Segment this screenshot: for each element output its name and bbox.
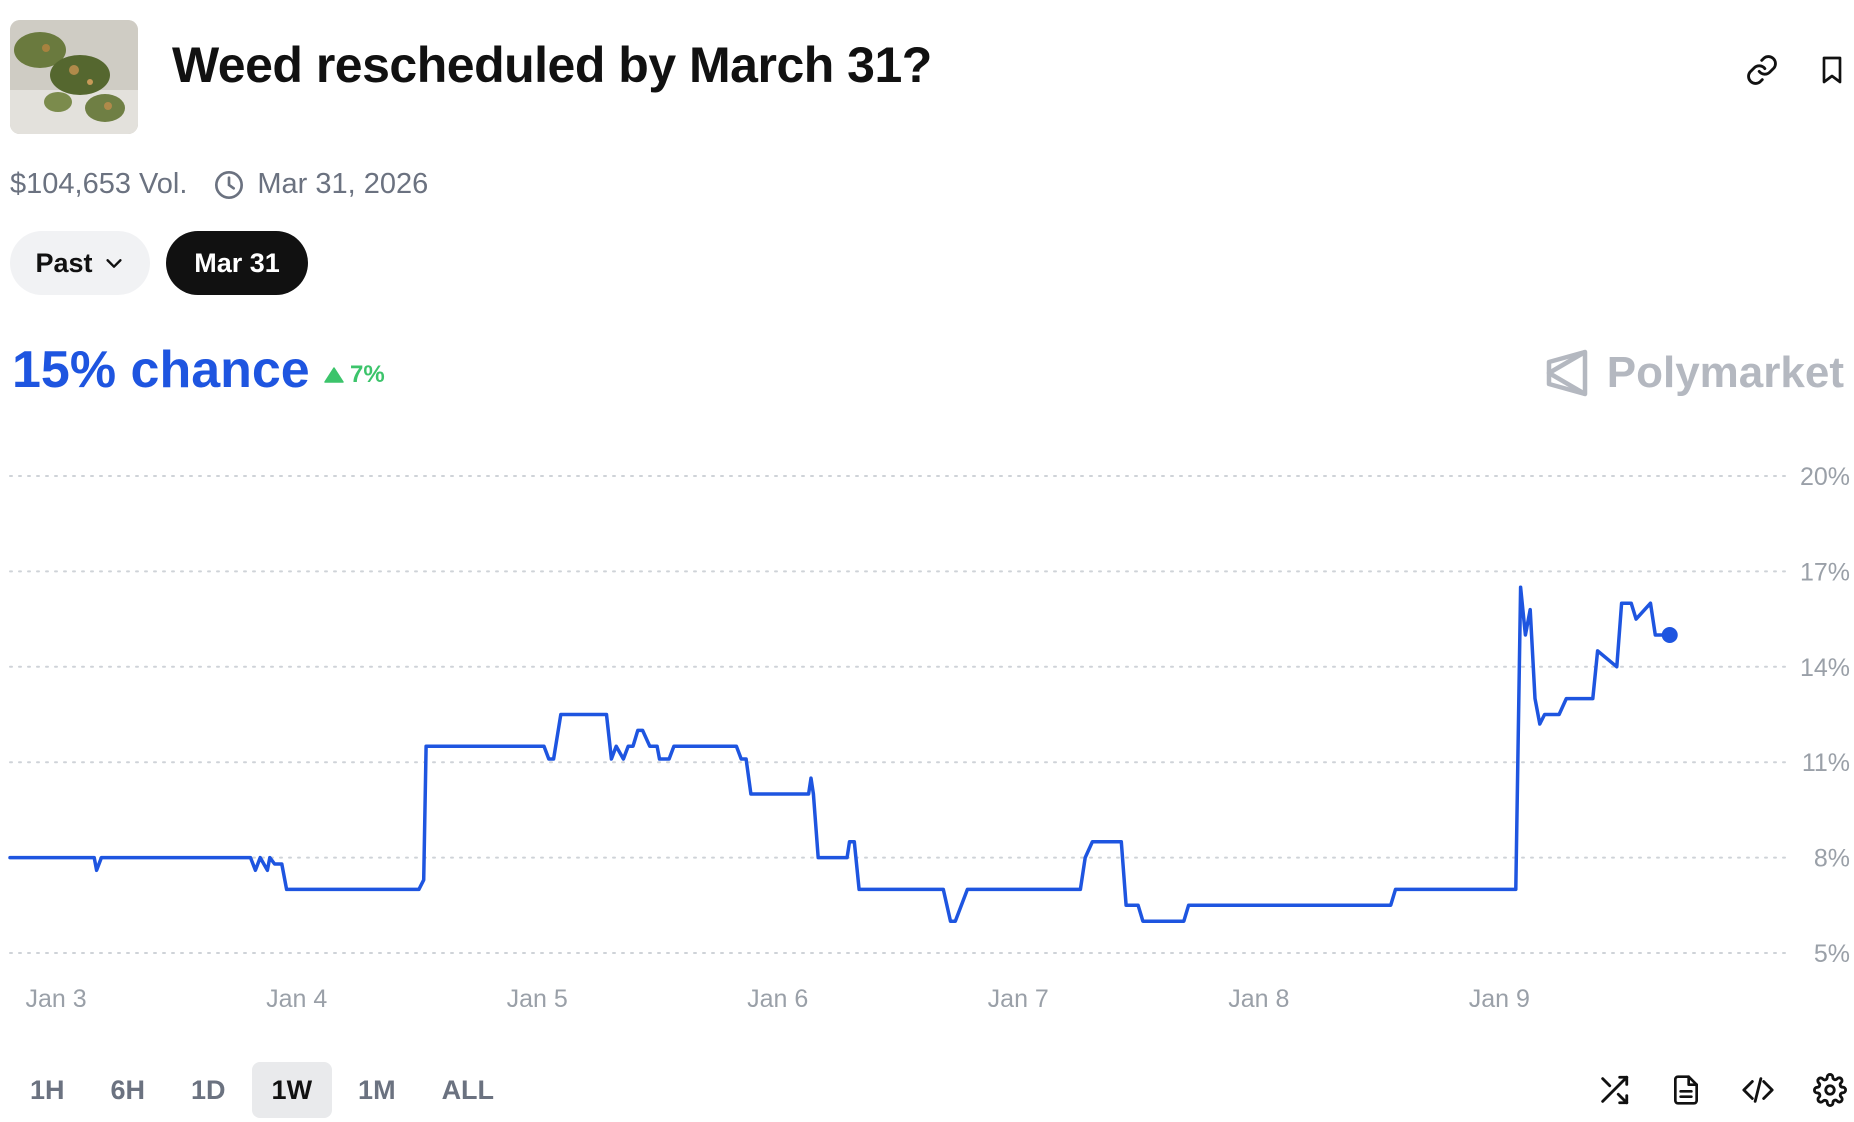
y-tick-label: 8% [1814,845,1850,873]
x-tick-label: Jan 8 [1228,985,1289,1013]
y-tick-label: 11% [1802,749,1850,777]
copy-link-button[interactable] [1742,50,1782,90]
past-dropdown-button[interactable]: Past [10,231,150,295]
embed-button[interactable] [1738,1070,1778,1110]
market-meta: $104,653 Vol. Mar 31, 2026 [10,168,428,201]
settings-button[interactable] [1810,1070,1850,1110]
x-tick-label: Jan 4 [266,985,327,1013]
brand-name: Polymarket [1606,348,1844,397]
range-1w-button[interactable]: 1W [251,1062,333,1118]
rules-button[interactable] [1666,1070,1706,1110]
date-pill-mar-31[interactable]: Mar 31 [166,231,308,295]
y-tick-label: 14% [1800,654,1850,682]
y-tick-label: 5% [1814,940,1850,968]
range-all-button[interactable]: ALL [441,1074,495,1105]
triangle-up-icon [324,367,344,383]
shuffle-button[interactable] [1594,1070,1634,1110]
y-tick-label: 17% [1800,558,1850,586]
x-tick-label: Jan 5 [507,985,568,1013]
y-tick-label: 20% [1800,463,1850,491]
cannabis-photo-icon [10,20,138,134]
change-badge: 7% [324,361,385,389]
code-icon [1742,1077,1774,1103]
change-value: 7% [350,361,385,388]
brand-logo: Polymarket [1545,348,1844,398]
range-1h-button[interactable]: 1H [30,1074,65,1105]
x-tick-label: Jan 3 [26,985,87,1013]
range-1d-button[interactable]: 1D [191,1074,226,1105]
link-icon [1747,55,1777,85]
document-icon [1674,1075,1698,1105]
time-range-selector: 1H 6H 1D 1W 1M ALL [10,1062,520,1118]
series-line [8,585,1672,923]
date-pill-label: Mar 31 [194,247,280,278]
current-value-marker [1661,627,1678,643]
chevron-down-icon [103,252,125,274]
page-title: Weed rescheduled by March 31? [172,37,932,93]
x-tick-label: Jan 6 [747,985,808,1013]
price-chart: 20% 17% 14% 11% 8% 5% Jan 3 Jan 4 Jan 5 Jan 6 Jan … [8,463,1850,1013]
polymarket-logo-icon [1545,348,1589,398]
past-label: Past [35,247,93,278]
gear-icon [1813,1073,1847,1107]
range-1m-button[interactable]: 1M [358,1074,396,1105]
bookmark-icon [1822,56,1842,84]
x-tick-label: Jan 7 [988,985,1049,1013]
bookmark-button[interactable] [1812,50,1852,90]
market-thumbnail [10,20,138,134]
shuffle-icon [1601,1075,1629,1105]
range-6h-button[interactable]: 6H [110,1074,146,1105]
clock-icon [213,169,245,201]
x-tick-label: Jan 9 [1469,985,1530,1013]
end-date-label: Mar 31, 2026 [257,168,429,200]
volume-label: $104,653 Vol. [10,168,188,200]
chance-value: 15% chance [12,341,310,399]
